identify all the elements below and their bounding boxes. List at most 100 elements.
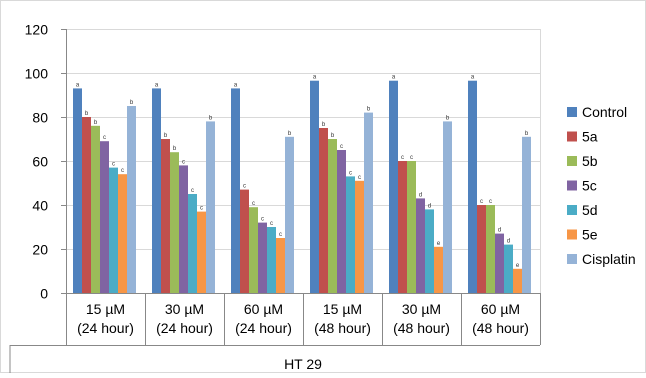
bar-5a [319,128,328,293]
bar-5e [197,211,206,293]
bar-control [73,88,82,294]
bar-letter-label: c [243,184,246,190]
bar-letter-label: c [340,144,343,150]
y-axis: 0 20 40 60 80 100 120 [25,22,67,302]
bar-letter-label: a [392,75,396,81]
bar-5b [249,207,258,293]
x-tick-label-line2: (48 hour) [472,320,529,336]
bar-cisplatin [364,112,373,293]
x-tick-label-line2: (24 hour) [156,320,213,336]
legend-label: 5c [582,178,597,194]
bar-5b [486,205,495,293]
bar-5a [161,139,170,293]
x-axis-title: HT 29 [284,356,322,372]
bar-cisplatin [206,121,215,294]
bar-letter-label: a [76,82,80,88]
bar-letter-label: c [270,221,273,227]
legend-label: Cisplatin [582,251,636,267]
legend-swatch-5b [567,156,577,166]
bar-letter-label: c [252,201,255,207]
bar-5a [240,189,249,293]
bar-letter-label: b [173,146,177,152]
x-tick-label-line2: (24 hour) [77,320,134,336]
x-tick-label-line1: 60 µM [481,301,520,317]
bar-5e [118,174,127,293]
bar-cisplatin [285,136,294,293]
bar-letter-label: c [410,155,413,161]
bar-control [310,80,319,293]
bar-letter-label: b [331,133,335,139]
bar-letter-label: b [367,107,371,113]
legend-label: 5d [582,202,598,218]
bar-letter-label: c [401,155,404,161]
bar-5d [504,244,513,293]
y-tick-label: 100 [25,66,49,82]
bar-letter-label: c [200,206,203,212]
legend-label: 5b [582,153,598,169]
bar-control [468,80,477,293]
bar-letter-label: b [525,131,529,137]
bar-5a [398,161,407,293]
bar-cisplatin [443,121,452,294]
legend-label: 5a [582,129,598,145]
x-axis: 15 µM (24 hour) 30 µM (24 hour) 60 µM (24 hou… [9,293,541,373]
bar-5c [179,165,188,293]
bar-letter-label: b [446,115,450,121]
legend-swatch-control [567,107,577,117]
y-tick-label: 0 [40,286,48,302]
bar-letter-label: b [85,111,89,117]
bars-group [73,80,531,294]
bar-5b [328,139,337,293]
legend-swatch-5a [567,131,577,142]
bar-letter-label: c [279,232,282,238]
bar-letter-label: c [480,199,483,205]
legend-swatch-5d [567,205,577,215]
bar-letter-label: c [261,217,264,223]
bar-letter-label: b [164,133,168,139]
legend-label: Control [582,104,627,120]
bar-letter-label: c [349,170,352,176]
bar-letter-label: d [498,228,501,234]
legend-label: 5e [582,227,598,243]
bar-5a [477,205,486,293]
bar-5d [188,194,197,293]
y-tick-label: 80 [32,110,48,126]
bar-5d [109,167,118,293]
bar-letter-label: b [209,115,213,121]
legend-swatch-5e [567,229,577,240]
bar-letter-label: b [322,122,326,128]
bar-5b [407,161,416,293]
bar-letter-label: c [112,162,115,168]
bar-5d [346,176,355,293]
bar-letter-label: a [234,82,238,88]
bar-letter-label: d [419,192,422,198]
x-tick-label-line1: 15 µM [86,301,125,317]
bar-5a [82,117,91,293]
bar-control [152,88,161,294]
bar-letter-label: d [507,239,510,245]
bar-5b [170,152,179,293]
bar-letter-label: d [428,203,431,209]
bar-letter-label: a [471,75,475,81]
y-tick-label: 40 [32,198,48,214]
bar-letter-label: c [358,175,361,181]
bar-letter-label: b [288,131,292,137]
bar-letter-label: a [313,75,317,81]
bar-5e [276,238,285,293]
bar-control [389,80,398,293]
bar-5c [495,233,504,293]
bar-letter-label: c [182,159,185,165]
x-tick-label-line1: 30 µM [402,301,441,317]
x-tick-label-line2: (48 hour) [393,320,450,336]
bar-5b [91,125,100,293]
bar-letter-label: b [130,100,134,106]
bar-5c [100,141,109,293]
bar-letter-label: e [437,241,441,247]
y-tick-label: 60 [32,154,48,170]
bar-letter-label: b [94,120,98,126]
legend: Control 5a 5b 5c 5d 5e Cisplatin [567,104,636,267]
bar-5d [425,209,434,293]
